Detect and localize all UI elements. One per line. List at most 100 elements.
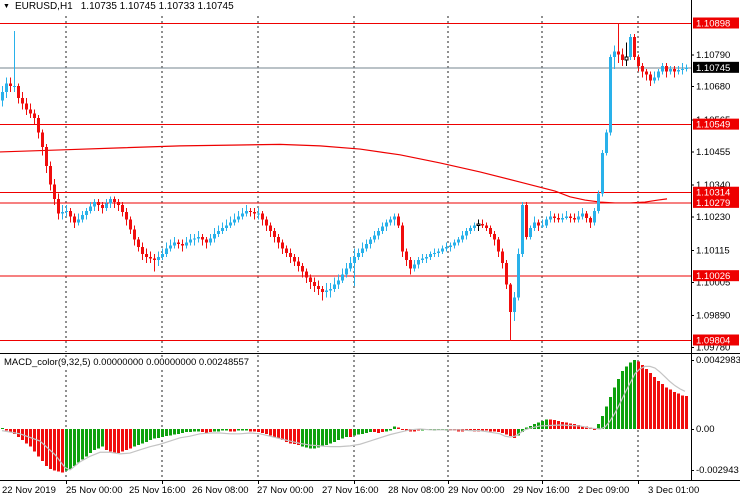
macd-histogram-bar bbox=[397, 427, 400, 429]
macd-histogram-bar bbox=[173, 429, 176, 435]
macd-histogram-bar bbox=[205, 429, 208, 434]
macd-histogram-bar bbox=[177, 429, 180, 434]
macd-histogram-bar bbox=[405, 429, 408, 431]
candle-body-up bbox=[333, 284, 336, 290]
macd-histogram-bar bbox=[221, 429, 224, 431]
candle-body-down bbox=[29, 109, 32, 114]
candle-body-down bbox=[285, 248, 288, 253]
candle-body-up bbox=[169, 245, 172, 249]
price-level-badge-label: 1.10898 bbox=[696, 19, 730, 30]
candle-body-black bbox=[624, 56, 629, 61]
candle-body-up bbox=[473, 225, 476, 229]
macd-histogram-bar bbox=[501, 429, 504, 434]
macd-scale-label: 0.00 bbox=[696, 424, 715, 435]
price-level-badge-label: 1.10314 bbox=[696, 188, 730, 199]
macd-histogram-bar bbox=[277, 429, 280, 439]
macd-histogram-bar bbox=[313, 429, 316, 449]
candle-body-down bbox=[73, 216, 76, 223]
macd-histogram-bar bbox=[541, 420, 544, 429]
price-tick-label: 1.10455 bbox=[696, 147, 730, 158]
macd-histogram-bar bbox=[273, 429, 276, 438]
macd-histogram-bar bbox=[121, 429, 124, 452]
candle-body-down bbox=[489, 228, 492, 234]
macd-histogram-bar bbox=[669, 389, 672, 429]
candle-body-down bbox=[125, 212, 128, 220]
candle-body-down bbox=[133, 229, 136, 240]
macd-histogram-bar bbox=[89, 429, 92, 454]
candle-body-up bbox=[681, 68, 684, 71]
macd-histogram-bar bbox=[5, 429, 8, 431]
macd-histogram-bar bbox=[581, 425, 584, 429]
time-label: 3 Dec 01:00 bbox=[648, 485, 699, 496]
macd-histogram-bar bbox=[149, 429, 152, 441]
time-label: 29 Nov 16:00 bbox=[513, 485, 570, 496]
macd-histogram-bar bbox=[497, 429, 500, 433]
candle-body-up bbox=[577, 216, 580, 220]
macd-name: MACD_color(9,32,5) bbox=[4, 357, 91, 368]
candle-body-up bbox=[241, 213, 244, 217]
price-level-badge-label: 1.09804 bbox=[696, 336, 730, 347]
candle-body-down bbox=[665, 65, 668, 72]
macd-histogram-bar bbox=[109, 429, 112, 452]
candle-body-down bbox=[481, 223, 484, 226]
macd-histogram-bar bbox=[621, 371, 624, 429]
macd-histogram-bar bbox=[605, 406, 608, 429]
candle-body-down bbox=[121, 204, 124, 213]
macd-histogram-bar bbox=[377, 429, 380, 434]
candle-body-up bbox=[85, 210, 88, 216]
candle-body-up bbox=[77, 219, 80, 223]
candle-body-down bbox=[129, 219, 132, 230]
macd-histogram-bar bbox=[301, 429, 304, 447]
candle-body-up bbox=[657, 71, 660, 78]
candle-body-up bbox=[529, 228, 532, 237]
candle-body-up bbox=[593, 210, 596, 223]
candle-body-down bbox=[33, 113, 36, 119]
candle-body-down bbox=[633, 36, 636, 58]
macd-histogram-bar bbox=[349, 429, 352, 438]
candle-body-down bbox=[41, 132, 44, 148]
macd-histogram-bar bbox=[653, 376, 656, 429]
candle-body-down bbox=[641, 65, 644, 72]
macd-histogram-bar bbox=[493, 429, 496, 432]
macd-histogram-bar bbox=[649, 372, 652, 429]
symbol-dropdown-icon[interactable]: ▼ bbox=[3, 3, 10, 10]
candle-body-down bbox=[181, 244, 184, 246]
candle-body-up bbox=[545, 219, 548, 226]
candle-body-up bbox=[337, 280, 340, 285]
candle-body-down bbox=[113, 199, 116, 203]
macd-histogram-bar bbox=[189, 429, 192, 433]
macd-histogram-bar bbox=[53, 429, 56, 471]
macd-histogram-bar bbox=[601, 416, 604, 429]
macd-indicator-label: MACD_color(9,32,5) 0.00000000 0.00000000… bbox=[4, 357, 253, 368]
candle-body-up bbox=[421, 258, 424, 261]
candle-body-up bbox=[193, 238, 196, 240]
candle-body-up bbox=[109, 199, 112, 204]
macd-histogram-bar bbox=[685, 396, 688, 429]
candle-body-down bbox=[17, 86, 20, 98]
price-level-badge bbox=[693, 334, 739, 346]
macd-histogram-bar bbox=[13, 429, 16, 434]
candle-body-down bbox=[25, 103, 28, 110]
candle-body-up bbox=[157, 257, 160, 261]
macd-histogram-bar bbox=[185, 429, 188, 433]
macd-histogram-bar bbox=[289, 429, 292, 444]
macd-histogram-bar bbox=[113, 429, 116, 454]
candle-body-down bbox=[253, 212, 256, 214]
candle-body-down bbox=[21, 97, 24, 104]
macd-scale-label: -0.002943 bbox=[696, 465, 739, 476]
macd-histogram-bar bbox=[265, 429, 268, 434]
macd-histogram-bar bbox=[269, 429, 272, 436]
candle-body-down bbox=[153, 258, 156, 261]
candle-body-up bbox=[609, 57, 612, 133]
candle-body-down bbox=[9, 83, 12, 87]
candle-body-up bbox=[629, 36, 632, 58]
macd-histogram-bar bbox=[317, 429, 320, 448]
candle-body-up bbox=[389, 219, 392, 223]
candle-body-up bbox=[353, 257, 356, 263]
candle-body-down bbox=[273, 231, 276, 237]
macd-histogram-bar bbox=[181, 429, 184, 434]
time-label: 27 Nov 16:00 bbox=[322, 485, 379, 496]
candle-body-down bbox=[569, 216, 572, 219]
macd-histogram-bar bbox=[153, 429, 156, 439]
